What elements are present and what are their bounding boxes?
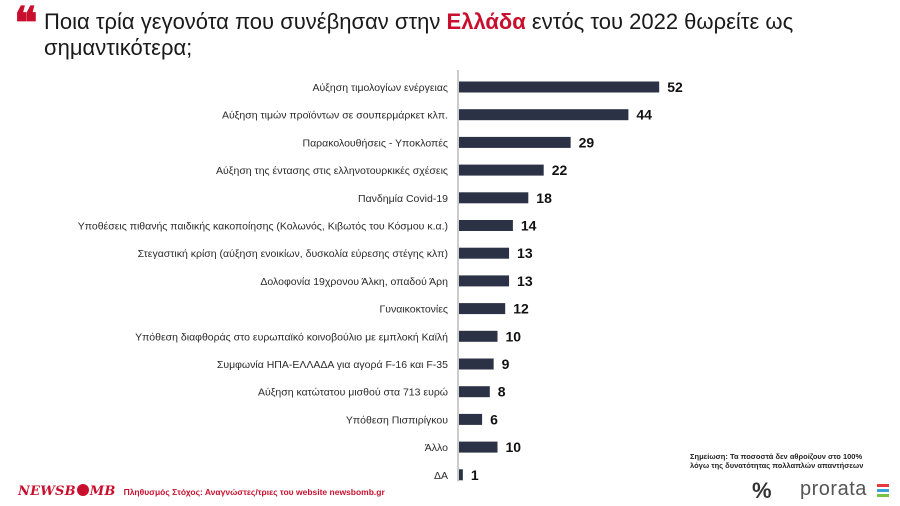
category-label: Συμφωνία ΗΠΑ-ΕΛΛΑΔΑ για αγορά F-16 και F…	[217, 359, 448, 371]
bar	[459, 303, 506, 315]
value-label: 29	[579, 134, 595, 150]
prorata-mark-icon	[877, 484, 889, 498]
category-label: Πανδημία Covid-19	[358, 193, 448, 205]
prorata-logo: prorata	[800, 478, 867, 500]
page-title: Ποια τρία γεγονότα που συνέβησαν στην Ελ…	[44, 9, 884, 61]
category-label: Υπόθεση Πισπιρίγκου	[346, 414, 448, 426]
note-line-2: λόγω της δυνατότητας πολλαπλών απαντήσεω…	[690, 461, 864, 470]
bar	[459, 413, 483, 425]
bar	[459, 441, 498, 453]
bar	[459, 164, 544, 176]
category-label: Αύξηση τιμολογίων ενέργειας	[312, 82, 448, 94]
bar	[459, 81, 660, 93]
value-label: 13	[517, 245, 533, 261]
bar	[459, 330, 498, 342]
value-label: 12	[513, 301, 529, 317]
bar	[459, 220, 513, 231]
value-label: 13	[517, 273, 533, 289]
value-label: 52	[667, 79, 683, 95]
title-text-before: Ποια τρία γεγονότα που συνέβησαν στην	[44, 9, 447, 34]
value-label: 10	[506, 439, 522, 455]
value-label: 9	[502, 356, 510, 372]
title-accent: Ελλάδα	[446, 9, 526, 34]
category-label: Αύξηση κατώτατου μισθού στα 713 ευρώ	[258, 387, 448, 399]
value-label: 8	[498, 384, 506, 400]
category-label: Παρακολουθήσεις - Υποκλοπές	[303, 137, 448, 149]
category-label: Δολοφονία 19χρονου Άλκη, οπαδού Άρη	[260, 276, 448, 288]
quote-mark-icon: ❝	[14, 0, 38, 48]
value-label: 10	[506, 328, 522, 344]
bar	[459, 469, 463, 481]
value-label: 14	[521, 218, 537, 234]
value-label: 1	[471, 467, 479, 483]
bar	[459, 275, 510, 287]
target-population: Πληθυσμός Στόχος: Αναγνώστες/τριες του w…	[123, 487, 385, 497]
newsbomb-logo: NEWSB MB	[18, 484, 116, 499]
bar	[459, 109, 629, 121]
value-label: 44	[636, 107, 652, 123]
value-label: 22	[552, 162, 568, 178]
category-label: Υπόθεση διαφθοράς στο ευρωπαϊκό κοινοβού…	[135, 331, 448, 343]
bar	[459, 358, 494, 370]
chart-note: Σημείωση: Τα ποσοστά δεν αθροίζουν στο 1…	[690, 452, 895, 470]
category-label: Υποθέσεις πιθανής παιδικής κακοποίησης (…	[78, 221, 448, 233]
bar	[459, 247, 510, 259]
category-label: Στεγαστική κρίση (αύξηση ενοικίων, δυσκο…	[138, 248, 448, 260]
bomb-icon	[76, 484, 89, 496]
category-label: Γυναικοκτονίες	[379, 304, 448, 316]
note-line-1: Σημείωση: Τα ποσοστά δεν αθροίζουν στο 1…	[690, 452, 863, 461]
value-label: 18	[536, 190, 552, 206]
category-label: Αύξηση τιμών προϊόντων σε σουπερμάρκετ κ…	[222, 110, 448, 122]
percent-logo-icon: %	[752, 478, 772, 503]
category-label: Αύξηση της έντασης στις ελληνοτουρκικές …	[216, 165, 448, 177]
bar	[459, 136, 571, 148]
bar	[459, 386, 490, 398]
category-label: Άλλο	[425, 442, 448, 454]
category-label: ΔΑ	[434, 470, 448, 482]
horizontal-bar-chart: Αύξηση τιμολογίων ενέργειας 52 Αύξηση τιμώ…	[78, 70, 683, 483]
bar	[459, 192, 529, 204]
footer: NEWSB MB Πληθυσμός Στόχος: Αναγνώστες/τρι…	[18, 484, 385, 499]
value-label: 6	[490, 411, 498, 427]
title-text-after: εντός του 2022 θωρείτε ως σημαντικότερα;	[44, 9, 794, 60]
